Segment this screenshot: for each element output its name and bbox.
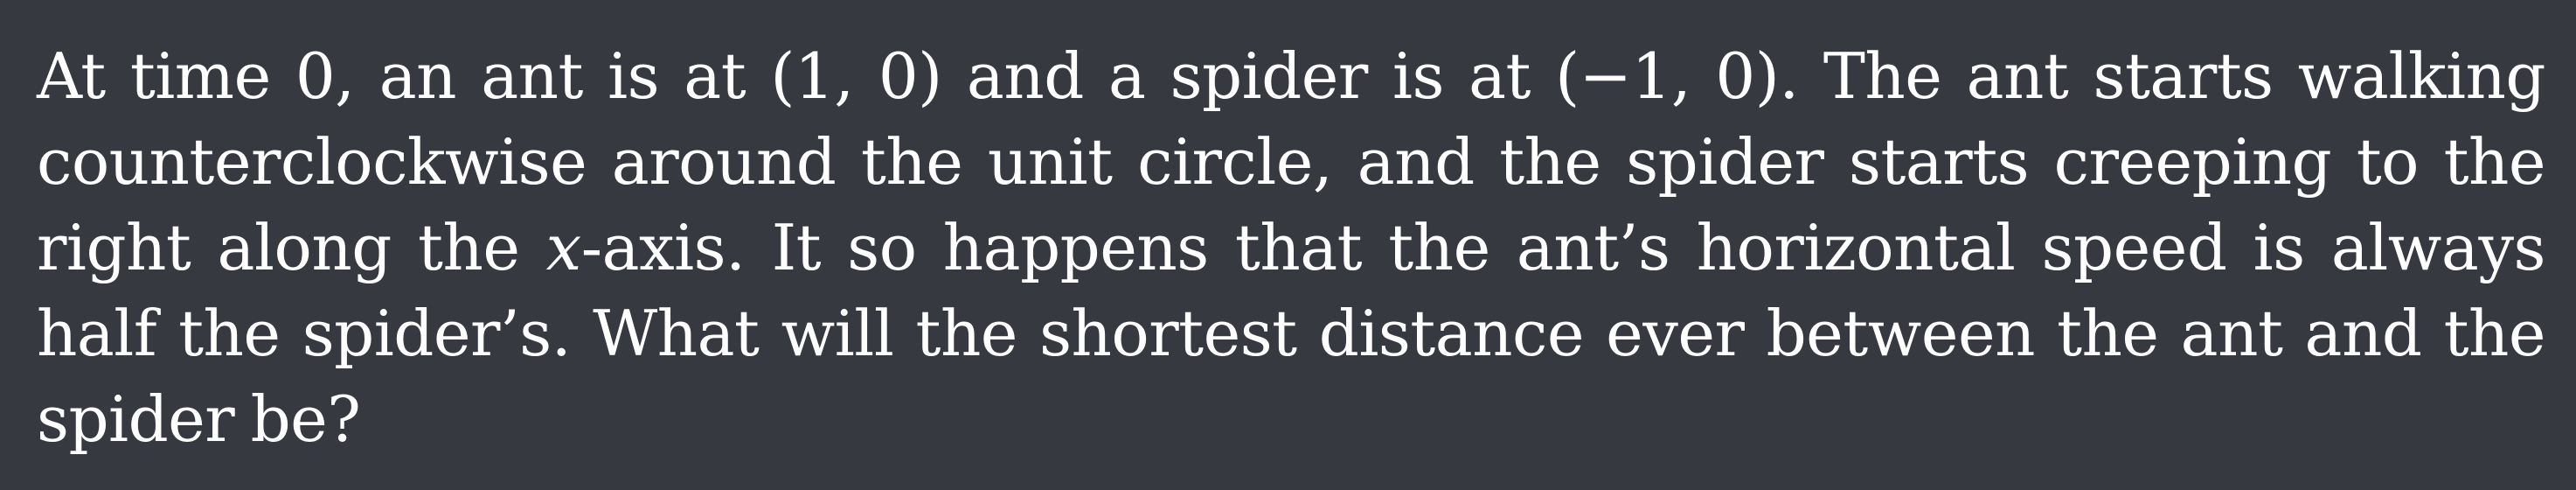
problem-line-1: At time 0, an ant is at (1, 0) and a spi…	[37, 39, 2546, 113]
problem-text: At time 0, an ant is at (1, 0) and a spi…	[37, 33, 2546, 462]
problem-line-3: right along the x-axis. It so happens th…	[37, 205, 2545, 290]
problem-line-2: counterclockwise around the unit circle,…	[37, 125, 2546, 199]
problem-line-4: half the spider’s. What will the shortes…	[37, 297, 2546, 370]
line-3-suffix: -axis. It so happens that the ant’s hori…	[580, 211, 2546, 284]
problem-line-5: spider be?	[37, 382, 361, 456]
x-variable: x	[545, 211, 582, 284]
line-3-prefix: right along the	[37, 211, 546, 284]
